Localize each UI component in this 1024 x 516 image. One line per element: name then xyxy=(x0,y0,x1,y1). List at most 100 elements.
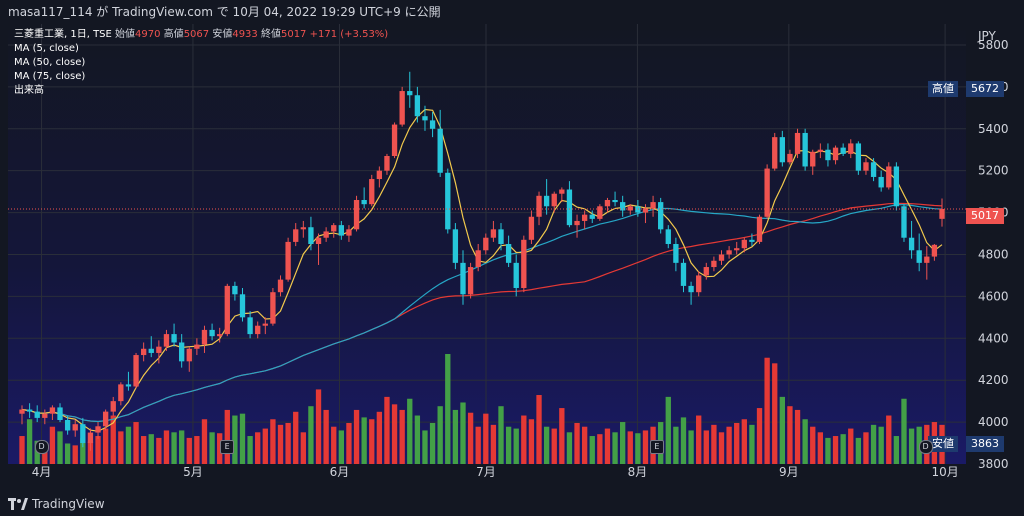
candle-body xyxy=(110,401,116,412)
candle-body xyxy=(604,200,611,207)
candle-body xyxy=(620,202,626,211)
volume-bar xyxy=(414,415,421,464)
candle-body xyxy=(543,195,550,207)
candle-body xyxy=(315,237,322,244)
y-tick-label: 4200 xyxy=(978,373,1009,387)
candle-body xyxy=(779,137,785,163)
volume-bar xyxy=(870,424,877,464)
y-tick-label-partial: 3800 xyxy=(978,457,1009,471)
volume-bar xyxy=(72,445,78,464)
volume-bar xyxy=(194,436,200,464)
volume-bar xyxy=(224,409,230,464)
candle-body xyxy=(87,432,94,444)
legend-ma50[interactable]: MA (50, close) xyxy=(14,57,86,68)
candle-body xyxy=(399,91,405,125)
event-marker-D[interactable]: D xyxy=(34,440,49,454)
candle-body xyxy=(650,202,656,209)
legend-symbol: 三菱重工業, 1日, TSE xyxy=(14,29,112,40)
volume-bar xyxy=(779,396,785,464)
volume-bar xyxy=(140,436,147,464)
volume-bar xyxy=(832,436,839,464)
volume-bar xyxy=(863,432,869,464)
y-tick-label: 4600 xyxy=(978,289,1009,303)
candle-body xyxy=(642,208,649,213)
event-marker-D[interactable]: D xyxy=(918,440,933,454)
candle-body xyxy=(34,411,40,418)
candle-body xyxy=(384,156,390,171)
volume-bar xyxy=(95,436,101,464)
volume-bar xyxy=(696,415,702,464)
price-chart[interactable]: 4000420044004600480050005200540056005800… xyxy=(0,24,1024,492)
low-tag-label: 安値 xyxy=(928,436,958,452)
volume-bar xyxy=(247,436,253,464)
volume-bar xyxy=(612,432,618,464)
y-tick-label: 4000 xyxy=(978,415,1009,429)
candle-body xyxy=(665,229,671,244)
volume-bar xyxy=(133,422,139,464)
volume-bar xyxy=(156,437,162,464)
volume-bar xyxy=(787,406,793,464)
volume-bar xyxy=(201,419,208,464)
legend-low-label: 安値 xyxy=(212,29,233,40)
volume-bar xyxy=(315,389,322,464)
candle-body xyxy=(870,162,877,177)
volume-bar xyxy=(490,424,497,464)
candle-body xyxy=(201,329,208,345)
volume-bar xyxy=(475,426,481,464)
volume-bar xyxy=(536,395,542,464)
candle-body xyxy=(209,329,215,337)
volume-bar xyxy=(498,406,504,464)
candle-body xyxy=(878,176,884,188)
volume-bar xyxy=(749,424,755,464)
volume-bar xyxy=(19,436,25,464)
candle-body xyxy=(703,267,709,276)
time-axis[interactable]: 4月 5月 6月 7月 8月 9月 10月 xyxy=(32,465,959,479)
volume-bar xyxy=(270,419,276,464)
candle-body xyxy=(794,132,801,154)
volume-bar xyxy=(810,426,816,464)
ma5-line xyxy=(21,108,943,432)
volume-bar xyxy=(680,417,687,464)
volume-bar xyxy=(574,422,580,464)
candle-body xyxy=(232,285,238,295)
candle-body xyxy=(26,409,33,412)
candle-body xyxy=(589,214,595,219)
y-tick-label: 4400 xyxy=(978,331,1009,345)
volume-bar xyxy=(429,422,436,464)
x-tick-label: 10月 xyxy=(931,465,958,479)
currency-label: JPY xyxy=(977,29,997,43)
candle-body xyxy=(133,355,139,387)
candle-body xyxy=(832,147,839,161)
volume-bar xyxy=(361,417,367,464)
volume-bar xyxy=(353,409,360,464)
volume-bar xyxy=(817,432,824,464)
x-tick-label: 5月 xyxy=(183,465,203,479)
candle-body xyxy=(429,120,436,129)
candle-body xyxy=(346,229,352,236)
volume-bar xyxy=(407,398,413,464)
candle-body xyxy=(741,239,747,249)
volume-bar xyxy=(300,432,306,464)
volume-bar xyxy=(391,404,398,464)
legend-ma75[interactable]: MA (75, close) xyxy=(14,71,86,82)
volume-bar xyxy=(384,396,390,464)
event-marker-E[interactable]: E xyxy=(220,440,235,454)
legend-ma5[interactable]: MA (5, close) xyxy=(14,43,79,54)
volume-bar xyxy=(794,409,801,464)
candle-body xyxy=(42,413,48,418)
legend-low: 4933 xyxy=(232,29,258,40)
legend-volume[interactable]: 出来高 xyxy=(14,85,44,96)
event-marker-E[interactable]: E xyxy=(649,440,664,454)
volume-bar xyxy=(422,430,428,464)
candle-body xyxy=(893,166,900,207)
candle-body xyxy=(64,420,71,431)
last-price-tag: 5017 xyxy=(966,208,1004,224)
volume-bar xyxy=(163,430,170,464)
candle-body xyxy=(72,424,78,431)
candle-body xyxy=(148,348,154,353)
volume-bar xyxy=(49,426,56,464)
tradingview-logo-icon xyxy=(8,498,28,510)
volume-bar xyxy=(878,426,884,464)
volume-bar xyxy=(460,402,466,464)
